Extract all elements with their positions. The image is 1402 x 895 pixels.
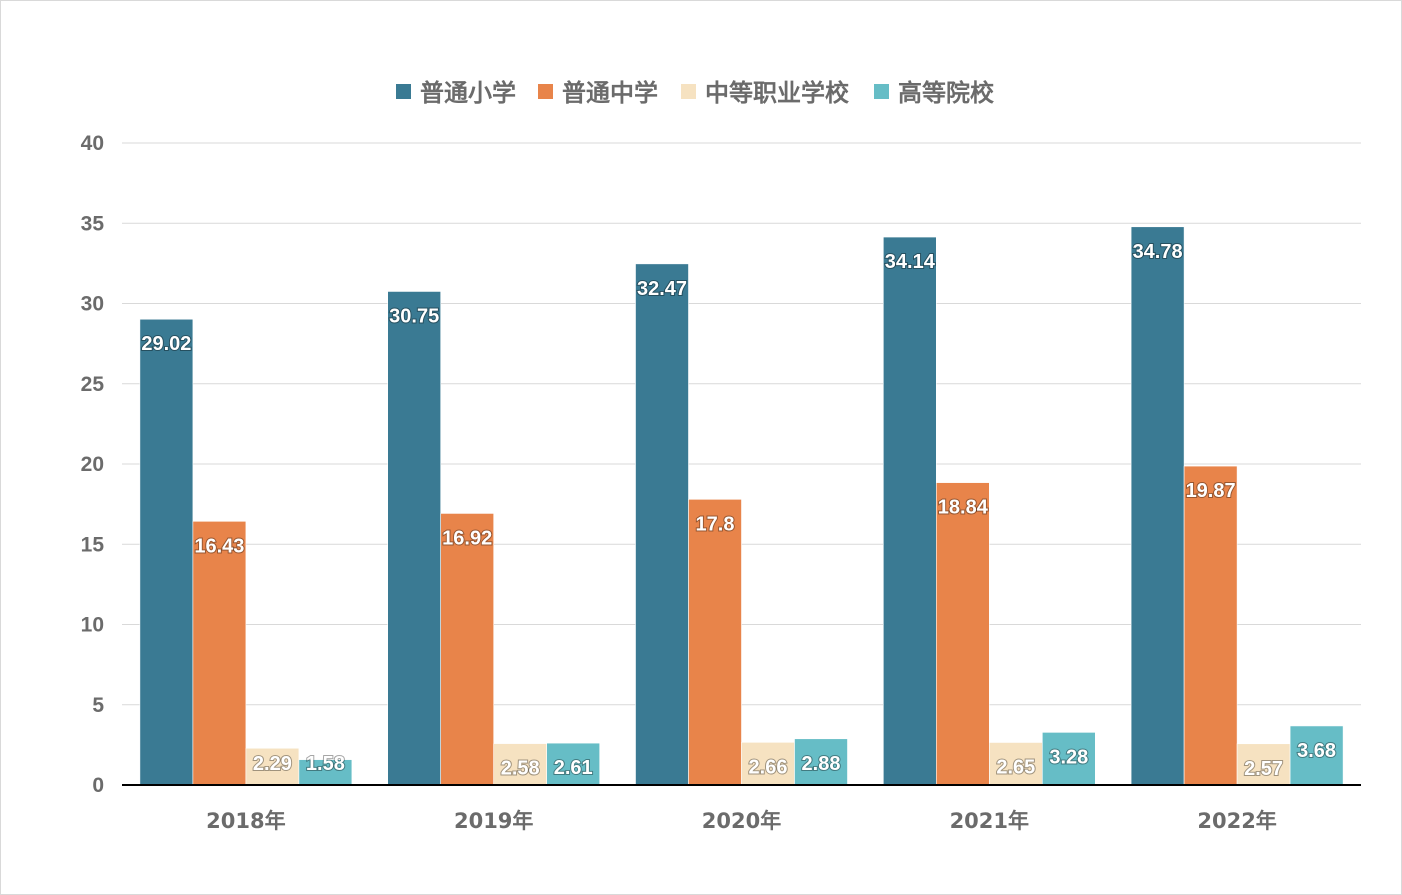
y-tick-label: 35 [81,212,105,235]
data-label: 29.02 [141,333,191,355]
bar [387,291,442,786]
legend-label: 普通小学 [420,79,516,107]
legend-swatch [874,84,889,99]
data-label: 16.43 [194,535,244,557]
x-tick-label: 2022年 [1197,809,1276,833]
bar [1042,732,1096,786]
data-label: 2.66 [749,756,788,778]
data-label: 1.58 [306,753,345,775]
data-label: 19.87 [1186,480,1236,502]
data-label: 2.61 [554,757,593,779]
bar [1289,725,1344,786]
data-label: 2.58 [501,758,540,780]
data-label: 3.28 [1049,746,1088,768]
bar [245,747,300,786]
x-tick-label: 2018年 [206,809,285,833]
legend-label: 高等院校 [898,79,995,107]
bar [882,236,937,786]
bar [192,520,247,786]
y-tick-label: 5 [92,694,104,717]
y-tick-label: 20 [81,453,104,476]
data-label: 2.29 [253,753,292,775]
legend-swatch [538,84,553,99]
y-tick-label: 30 [81,293,104,316]
x-tick-label: 2021年 [950,809,1029,833]
y-tick-label: 10 [81,614,104,637]
y-axis: 0 5 10 15 20 25 30 35 40 [81,132,105,797]
data-label: 2.65 [996,756,1035,778]
data-label: 2.57 [1244,758,1283,780]
bar [546,742,601,786]
bar [1130,226,1185,786]
y-tick-label: 40 [81,132,104,155]
legend-swatch [681,84,696,99]
bar [139,318,194,786]
data-label: 2.88 [802,753,841,775]
bar [635,263,689,786]
bar-series [139,226,1344,786]
data-label: 18.84 [938,497,989,519]
y-tick-label: 25 [81,373,105,396]
bar [1183,465,1238,786]
data-label: 34.14 [885,251,936,273]
legend-label: 中等职业学校 [705,79,850,107]
data-label: 16.92 [442,527,492,549]
data-label: 17.8 [696,513,735,535]
x-tick-label: 2020年 [702,809,781,833]
y-tick-label: 15 [81,533,105,556]
bar [440,513,495,786]
x-tick-label: 2019年 [454,809,533,833]
y-tick-label: 0 [92,774,104,797]
legend-label: 普通中学 [562,79,658,107]
bar [1236,743,1291,786]
data-label: 30.75 [389,305,439,327]
legend: 普通小学 普通中学 中等职业学校 高等院校 [396,79,995,107]
data-label: 34.78 [1133,241,1183,263]
data-label: 32.47 [637,278,687,300]
bar [298,759,353,786]
bar [688,499,742,786]
bar [935,482,990,786]
legend-swatch [396,84,411,99]
x-axis: 2018年 2019年 2020年 2021年 2022年 [122,784,1361,833]
data-labels: 29.02 30.75 32.47 34.14 34.78 16.43 16.92 17.8 1… [140,240,1337,781]
data-label: 3.68 [1297,740,1336,762]
